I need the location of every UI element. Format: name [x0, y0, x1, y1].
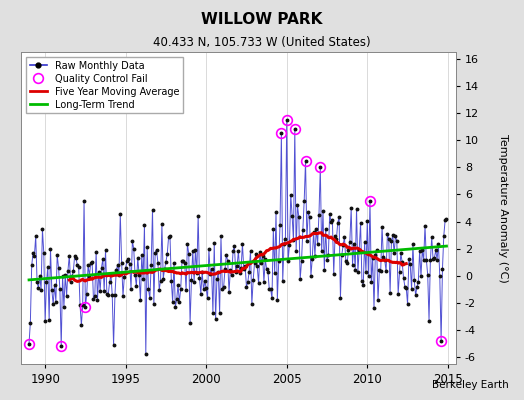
Y-axis label: Temperature Anomaly (°C): Temperature Anomaly (°C)	[498, 134, 508, 282]
Text: Berkeley Earth: Berkeley Earth	[432, 380, 508, 390]
Legend: Raw Monthly Data, Quality Control Fail, Five Year Moving Average, Long-Term Tren: Raw Monthly Data, Quality Control Fail, …	[26, 57, 183, 113]
Text: WILLOW PARK: WILLOW PARK	[201, 12, 323, 27]
Text: 40.433 N, 105.733 W (United States): 40.433 N, 105.733 W (United States)	[153, 36, 371, 49]
